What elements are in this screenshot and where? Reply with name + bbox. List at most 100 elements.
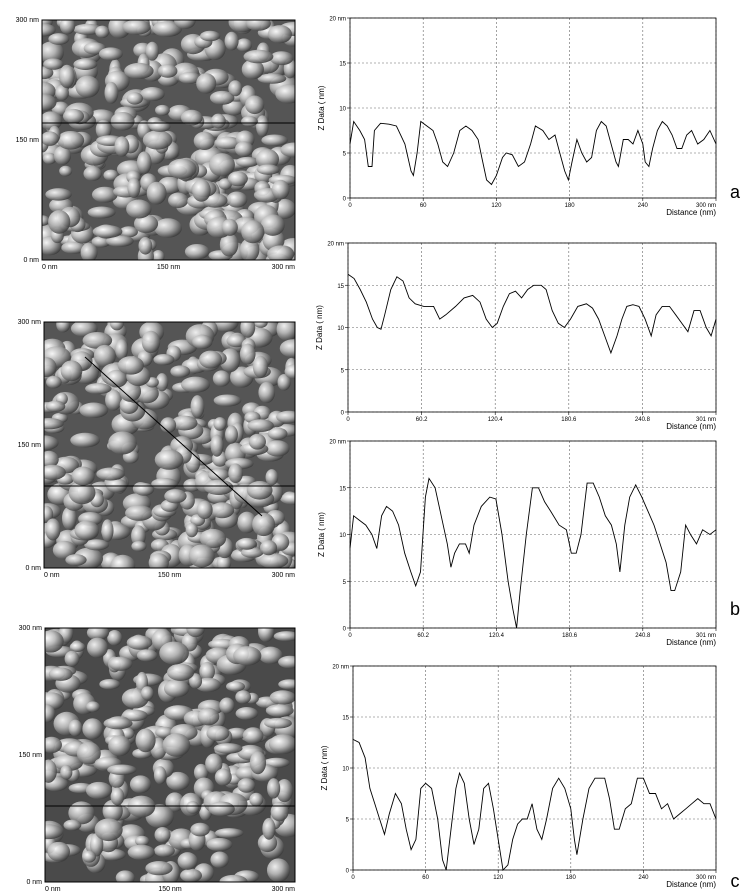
grain — [136, 151, 152, 175]
afm-image — [44, 322, 295, 568]
grain — [48, 210, 71, 234]
grain — [177, 852, 198, 870]
y-tick-label: 5 — [341, 368, 345, 374]
grain — [228, 463, 243, 484]
afm-y-label: 150 nm — [19, 752, 43, 759]
grain — [125, 505, 154, 521]
grain — [142, 130, 173, 150]
grain — [208, 801, 235, 817]
grain — [255, 149, 280, 170]
grain — [197, 707, 220, 726]
grain — [83, 166, 102, 181]
afm-y-label: 300 nm — [16, 17, 40, 24]
panel-label: c — [731, 871, 740, 891]
grain — [42, 41, 64, 64]
grain — [165, 792, 185, 812]
grain — [126, 199, 152, 219]
grain — [138, 237, 153, 255]
grain — [92, 225, 123, 238]
grain — [199, 528, 227, 549]
grain — [154, 844, 175, 857]
grain — [45, 704, 56, 723]
plot-frame — [347, 242, 717, 413]
grain — [192, 179, 211, 202]
grain — [243, 49, 274, 64]
grain — [148, 553, 169, 568]
x-tick-label: 60 — [422, 875, 429, 881]
grain — [258, 628, 275, 643]
grain — [108, 656, 133, 671]
x-tick-label: 60.2 — [417, 633, 429, 639]
grain — [241, 59, 264, 80]
grain — [84, 539, 110, 551]
y-tick-label: 10 — [337, 326, 344, 332]
grain — [154, 449, 184, 470]
grain — [235, 156, 260, 168]
grain — [98, 47, 123, 61]
grain — [99, 679, 121, 690]
y-tick-label: 0 — [341, 411, 345, 417]
grain — [93, 344, 116, 367]
grain — [186, 801, 200, 814]
grain — [219, 874, 248, 882]
grain — [135, 728, 156, 753]
grain — [43, 58, 64, 70]
grain — [213, 394, 242, 407]
grain — [210, 434, 224, 457]
grain — [166, 771, 190, 791]
grain — [71, 466, 95, 486]
grain — [193, 131, 215, 151]
grain — [140, 87, 165, 102]
x-tick-label: 0 — [346, 417, 350, 423]
grain — [134, 835, 150, 847]
grain — [115, 870, 135, 882]
grain — [268, 734, 295, 754]
grain — [237, 511, 257, 534]
grain — [119, 226, 138, 238]
grain — [260, 214, 285, 236]
grain — [180, 109, 203, 126]
grain — [269, 690, 295, 705]
grain — [73, 23, 103, 35]
grain — [242, 727, 264, 744]
grain — [44, 450, 59, 468]
grain — [267, 778, 281, 799]
grain — [135, 383, 159, 404]
grain — [206, 725, 230, 742]
grain — [60, 764, 73, 780]
grain — [155, 104, 170, 116]
y-tick-label: 10 — [342, 767, 349, 773]
x-tick-label: 120 — [491, 203, 502, 209]
afm-y-label: 0 nm — [26, 879, 42, 886]
x-tick-label: 300 nm — [696, 203, 716, 209]
grain — [48, 667, 73, 681]
grain — [90, 832, 104, 857]
grain — [107, 764, 137, 776]
grain — [237, 778, 256, 793]
grain — [278, 655, 295, 669]
grain — [224, 31, 239, 51]
grain — [199, 661, 215, 681]
grain — [127, 844, 155, 860]
afm-image — [45, 628, 295, 882]
grain — [213, 743, 243, 754]
x-tick-label: 0 — [348, 203, 352, 209]
x-axis-label: Distance (nm) — [666, 208, 716, 217]
grain — [124, 62, 154, 79]
grain — [68, 481, 96, 505]
grain — [74, 520, 100, 541]
grain — [61, 506, 77, 531]
grain — [210, 851, 229, 869]
afm-y-label: 0 nm — [23, 257, 39, 264]
grain — [110, 554, 136, 568]
grain — [154, 218, 182, 238]
grain — [180, 868, 202, 882]
grain — [45, 736, 62, 754]
grain — [216, 555, 232, 568]
grain — [45, 759, 57, 783]
grain — [86, 701, 100, 713]
grain — [210, 113, 226, 129]
grain — [234, 141, 254, 157]
grain — [174, 20, 196, 30]
grain — [271, 179, 290, 200]
